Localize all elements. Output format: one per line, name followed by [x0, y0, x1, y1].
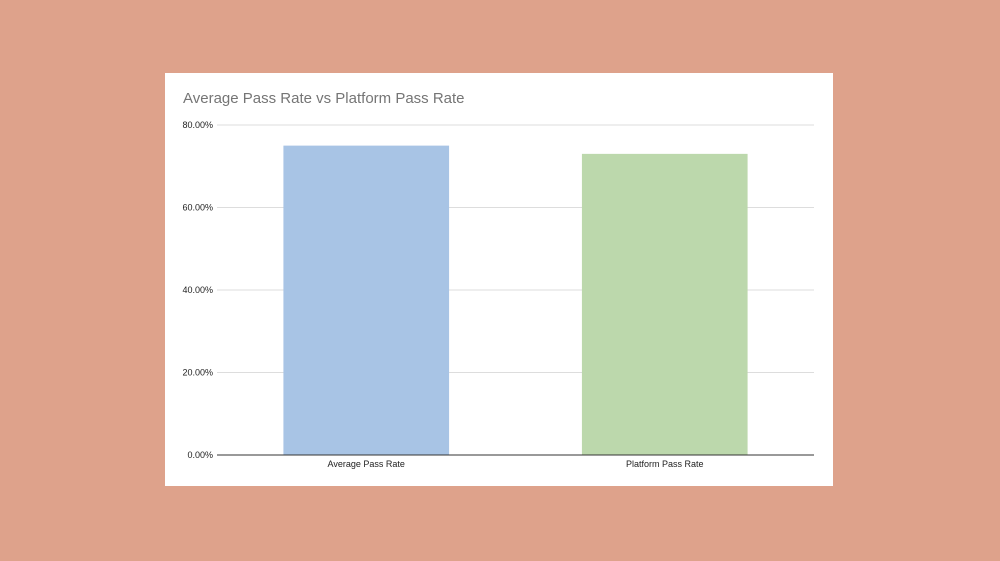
x-tick-label: Average Pass Rate	[328, 459, 405, 469]
y-tick-label: 60.00%	[182, 203, 213, 213]
y-tick-label: 20.00%	[182, 368, 213, 378]
x-tick-label: Platform Pass Rate	[626, 459, 704, 469]
bar	[581, 153, 748, 455]
bar	[283, 145, 450, 455]
bar-chart: 0.00% 20.00% 40.00% 60.00% 80.00% Average Pas…	[182, 120, 814, 469]
y-tick-label: 0.00%	[187, 450, 213, 460]
chart-title: Average Pass Rate vs Platform Pass Rate	[183, 90, 465, 107]
bars	[283, 145, 748, 455]
axes: 0.00% 20.00% 40.00% 60.00% 80.00% Average Pas…	[182, 120, 814, 469]
y-tick-label: 40.00%	[182, 285, 213, 295]
y-tick-label: 80.00%	[182, 120, 213, 130]
chart-card: Average Pass Rate vs Platform Pass Rate …	[165, 73, 833, 486]
